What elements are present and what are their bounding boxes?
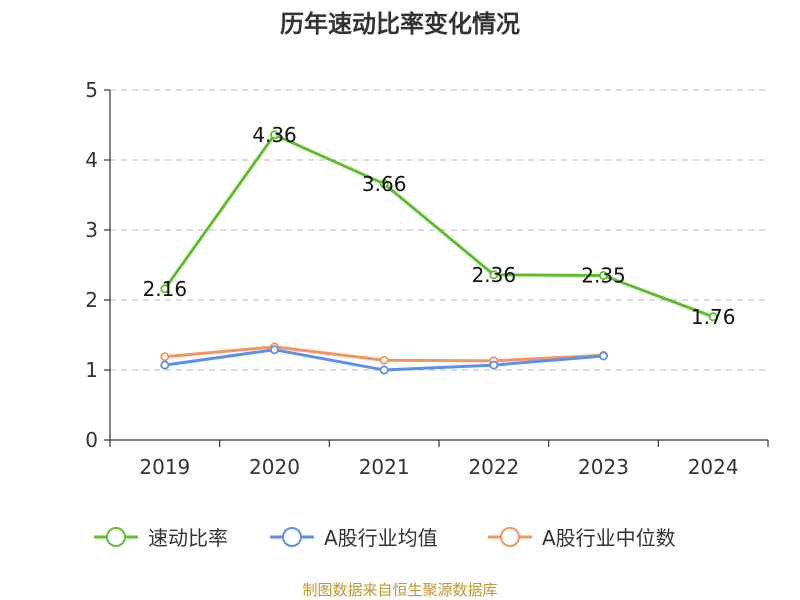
x-tick-label: 2019 [139, 455, 190, 479]
data-label: 2.36 [472, 263, 517, 287]
data-point[interactable] [379, 365, 389, 375]
data-label: 3.66 [362, 172, 407, 196]
y-tick-label: 3 [85, 218, 98, 242]
series-line-0 [163, 133, 715, 319]
y-tick-label: 0 [85, 428, 98, 452]
data-point[interactable] [379, 179, 389, 189]
x-tick-label: 2020 [249, 455, 300, 479]
data-point[interactable] [599, 351, 609, 361]
chart-title: 历年速动比率变化情况 [280, 10, 520, 38]
legend-swatch-marker [106, 527, 126, 547]
x-tick-label: 2022 [468, 455, 519, 479]
legend-item-1[interactable]: A股行业均值 [270, 526, 438, 550]
axes: 0 1 2 3 4 5 2019 2020 2021 2022 2023 2024 [85, 78, 769, 479]
data-label: 1.76 [691, 305, 736, 329]
plot-area [160, 130, 718, 375]
data-point[interactable] [489, 360, 499, 370]
x-tick-label: 2021 [359, 455, 410, 479]
data-point[interactable] [599, 270, 609, 280]
data-label: 2.35 [581, 264, 626, 288]
x-tick-label: 2023 [578, 455, 629, 479]
legend-swatch-marker [282, 527, 302, 547]
data-point[interactable] [160, 284, 170, 294]
data-label: 2.16 [143, 277, 188, 301]
legend-swatch-marker [500, 527, 520, 547]
data-label: 4.36 [252, 123, 297, 147]
y-tick-label: 2 [85, 288, 98, 312]
data-labels: 2.16 4.36 3.66 2.36 2.35 1.76 [143, 123, 736, 329]
y-tick-label: 5 [85, 78, 98, 102]
legend-item-0[interactable]: 速动比率 [94, 526, 228, 550]
y-tick-label: 1 [85, 358, 98, 382]
legend-item-2[interactable]: A股行业中位数 [488, 526, 676, 550]
source-note: 制图数据来自恒生聚源数据库 [302, 581, 497, 599]
y-tick-label: 4 [85, 148, 98, 172]
data-point[interactable] [379, 355, 389, 365]
data-point[interactable] [269, 130, 279, 140]
legend-label: A股行业均值 [324, 526, 438, 550]
data-point[interactable] [269, 345, 279, 355]
x-tick-label: 2024 [688, 455, 739, 479]
data-point[interactable] [708, 312, 718, 322]
data-point[interactable] [160, 360, 170, 370]
legend-label: A股行业中位数 [542, 526, 676, 550]
data-point[interactable] [489, 270, 499, 280]
legend-label: 速动比率 [148, 526, 228, 550]
legend[interactable]: 速动比率 A股行业均值 A股行业中位数 [94, 526, 676, 550]
data-point[interactable] [160, 352, 170, 362]
